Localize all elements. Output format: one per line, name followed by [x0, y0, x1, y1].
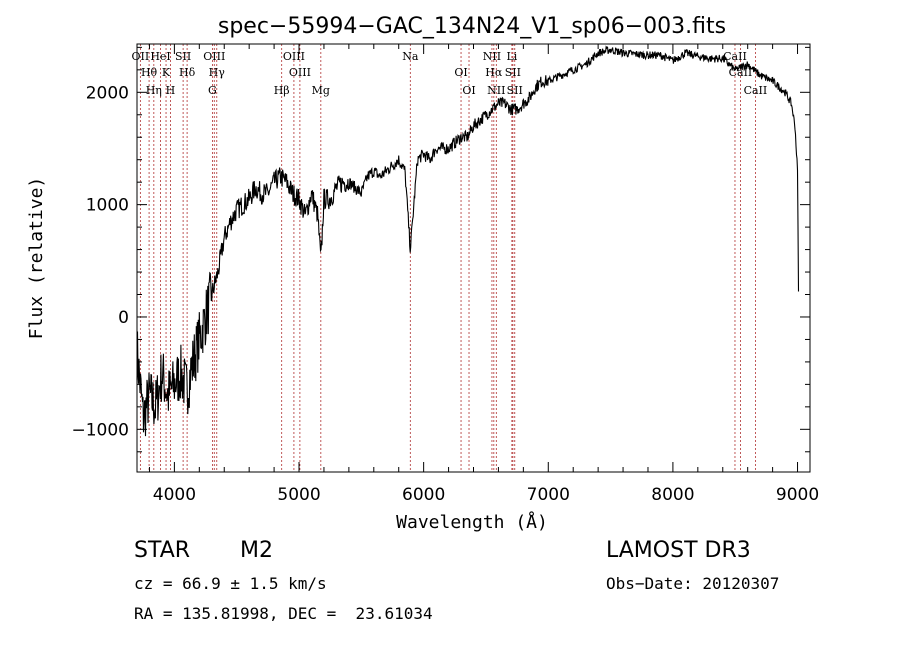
spectral-line-label: HeI [150, 50, 170, 63]
plot-frame [136, 43, 811, 473]
spectral-line-label: SII [505, 66, 521, 79]
spectral-line-label: OIII [203, 50, 225, 63]
spectral-line-labels: OIIHθHηHeIKHSIIHδGOIIIHγHβOIIIOIIIMgNaOI… [132, 50, 768, 97]
x-tick-label: 7000 [527, 485, 570, 505]
sky-coordinates: RA = 135.81998, DEC = 23.61034 [134, 604, 433, 623]
spectral-line-label: Li [506, 50, 517, 63]
spectral-line-label: Hη [146, 84, 162, 97]
x-axis-ticks: 4000 5000 6000 7000 8000 9000 [148, 44, 819, 505]
y-tick-label: −1000 [71, 420, 129, 440]
spectral-line-label: NII [487, 84, 505, 97]
spectral-line-label: Na [402, 50, 419, 63]
x-tick-label: 5000 [277, 485, 320, 505]
object-subclass: M2 [240, 538, 273, 563]
y-axis-ticks: −1000 0 1000 2000 [71, 46, 810, 453]
spectral-line-label: CaII [723, 50, 747, 63]
y-tick-label: 0 [118, 308, 129, 328]
object-class: STAR [134, 538, 191, 563]
spectral-line-label: H [166, 84, 176, 97]
y-tick-label: 1000 [86, 196, 129, 216]
x-tick-label: 8000 [651, 485, 694, 505]
spectral-line-label: CaII [744, 84, 768, 97]
x-tick-label: 9000 [776, 485, 819, 505]
spectral-line-label: G [208, 84, 217, 97]
x-tick-label: 4000 [153, 485, 196, 505]
spectral-line-label: Hβ [274, 84, 290, 97]
spectral-line-label: OIII [289, 66, 311, 79]
chart-title: spec−55994−GAC_134N24_V1_sp06−003.fits [218, 14, 726, 39]
spectral-line-label: Hθ [141, 66, 158, 79]
spectral-line-label: Hδ [179, 66, 196, 79]
redshift-velocity: cz = 66.9 ± 1.5 km/s [134, 574, 327, 593]
spectral-line-label: SII [175, 50, 191, 63]
spectral-line-label: Hα [485, 66, 503, 79]
spectral-line-label: SII [507, 84, 523, 97]
spectral-line-label: OII [132, 50, 150, 63]
y-tick-label: 2000 [86, 83, 129, 103]
flux-series-line [136, 45, 800, 437]
survey-name: LAMOST DR3 [606, 538, 751, 563]
spectral-line-markers [139, 44, 756, 472]
spectral-line-label: Mg [312, 84, 330, 97]
spectral-line-label: OIII [283, 50, 305, 63]
observation-date: Obs−Date: 20120307 [606, 574, 780, 593]
spectral-line-label: Hγ [209, 66, 226, 79]
spectral-line-label: OI [462, 84, 475, 97]
spectral-line-label: K [162, 66, 171, 79]
x-tick-label: 6000 [402, 485, 445, 505]
x-axis-label: Wavelength (Å) [396, 511, 548, 533]
y-axis-label: Flux (relative) [26, 177, 47, 340]
spectral-line-label: OI [454, 66, 467, 79]
spectral-line-label: NII [483, 50, 501, 63]
